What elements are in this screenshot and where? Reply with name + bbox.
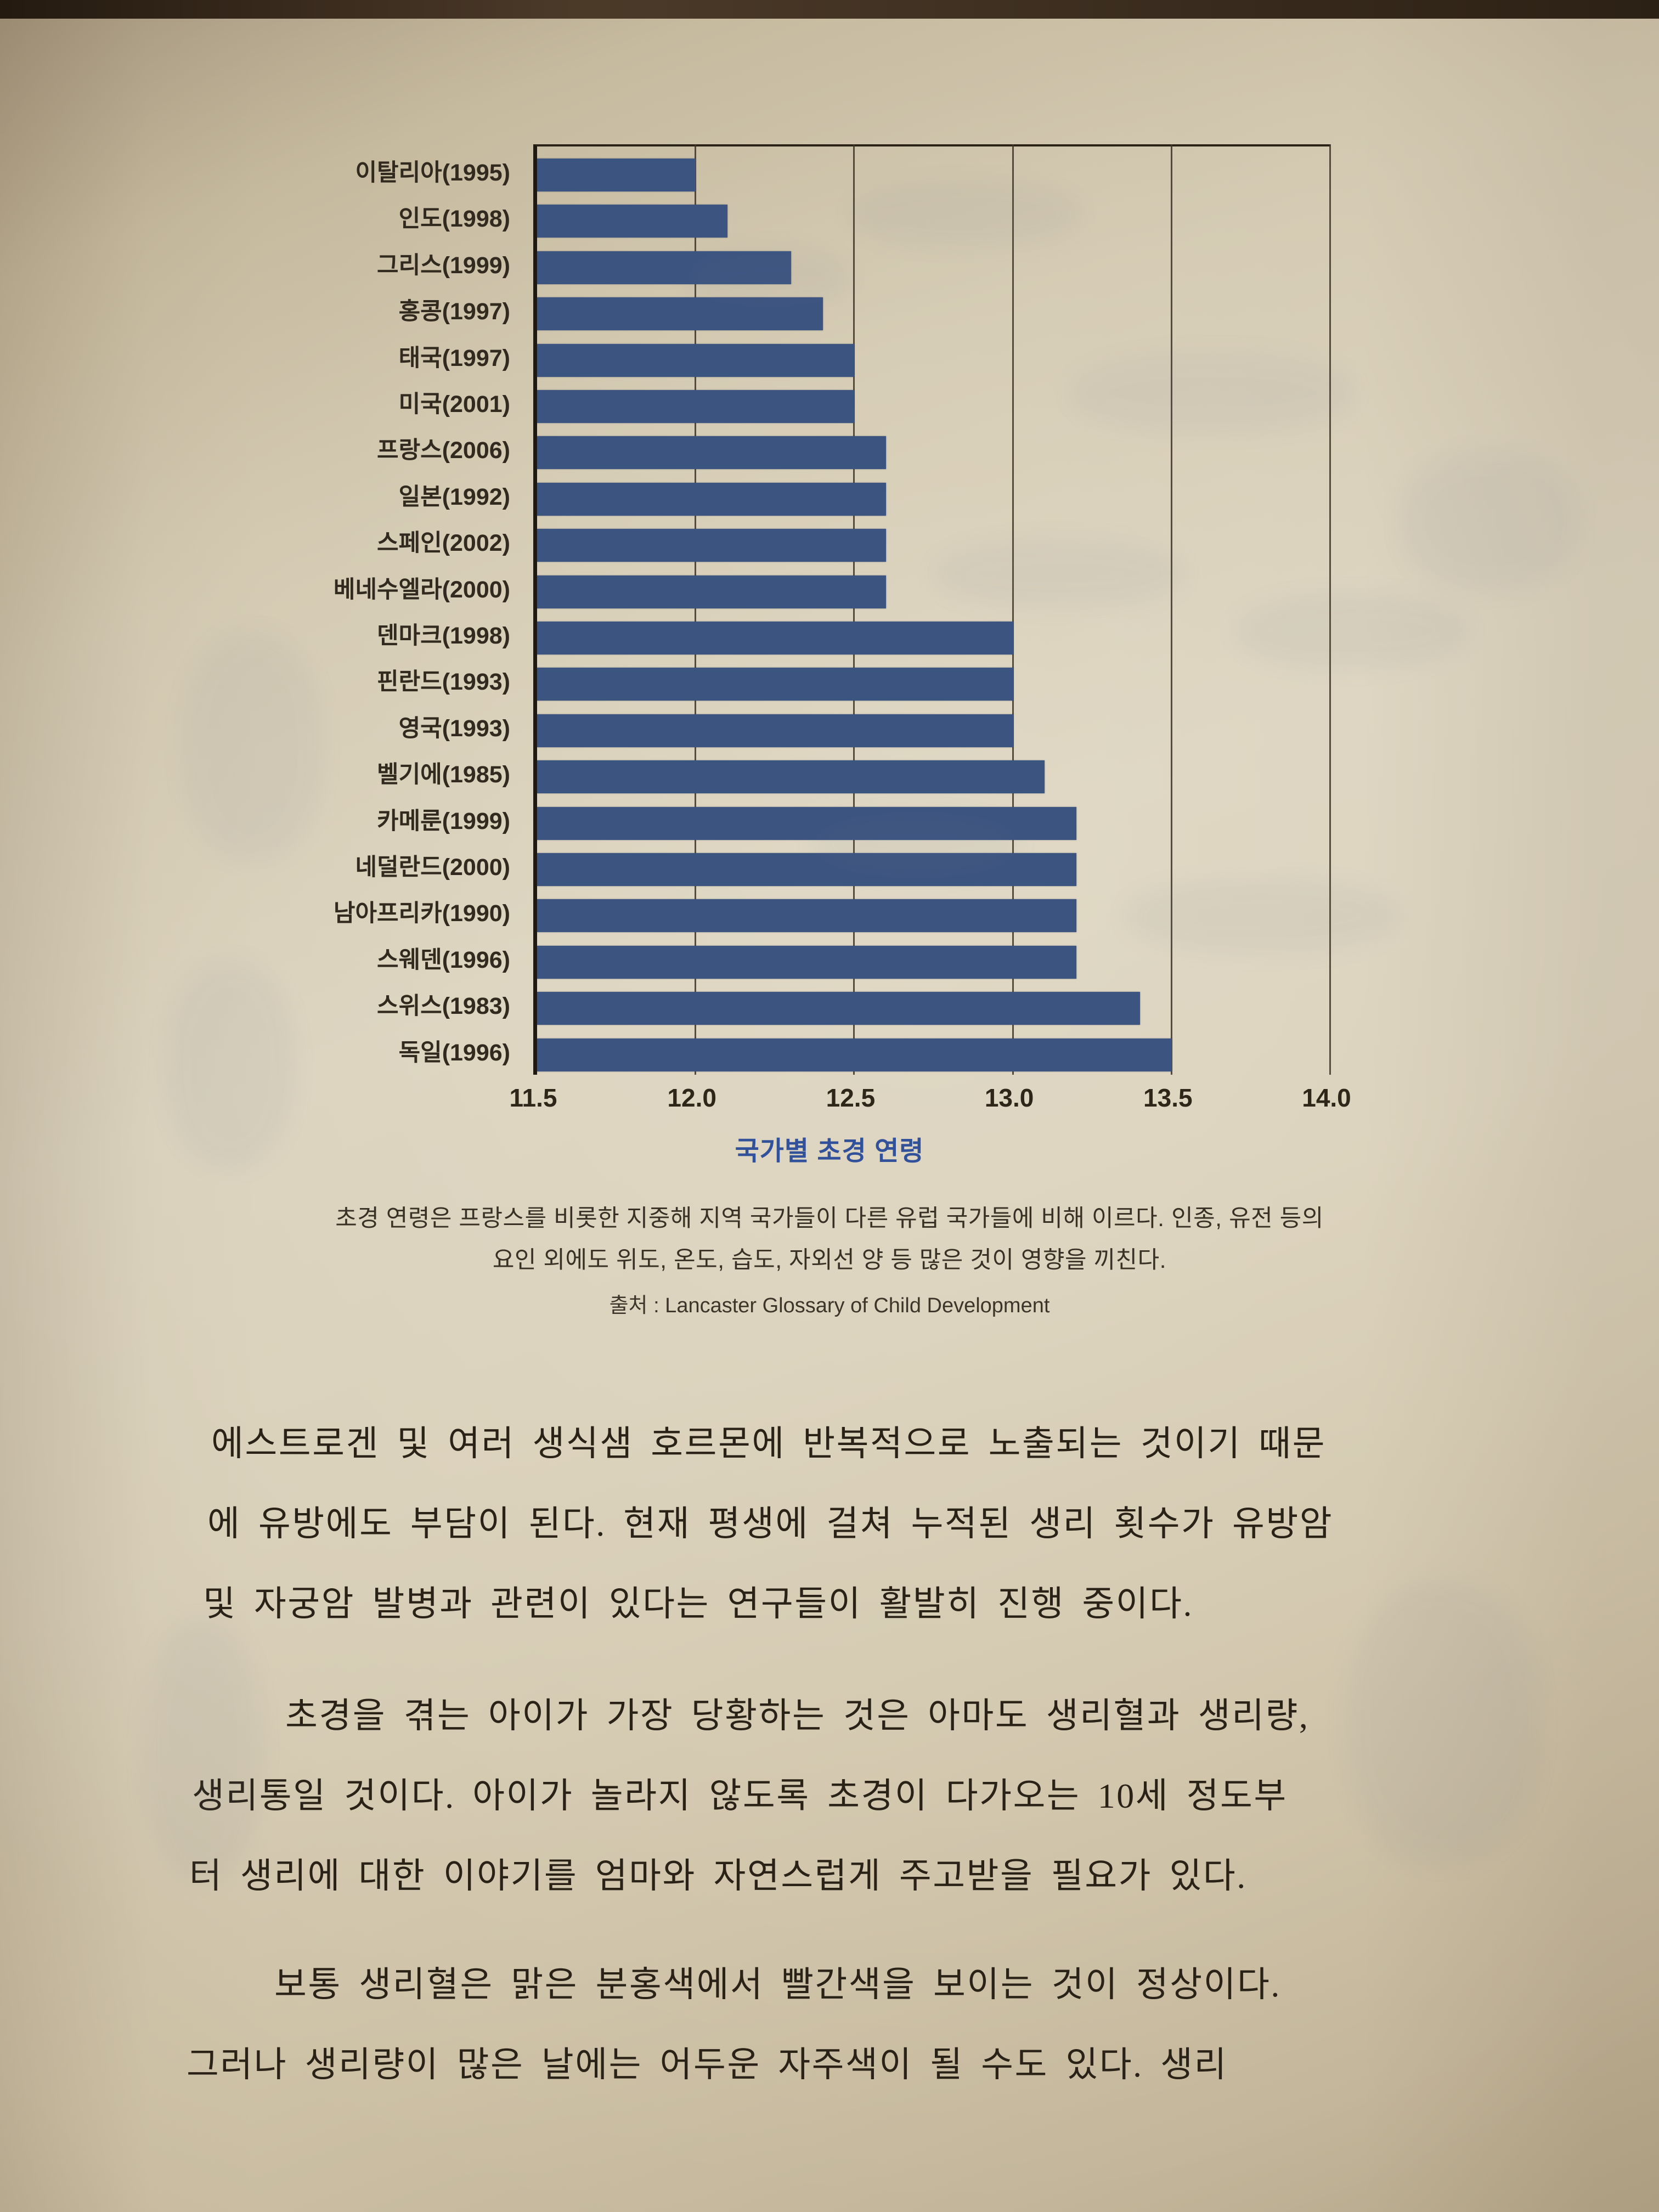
- x-tick-13.0: 13.0: [984, 1084, 1034, 1112]
- x-tick-11.5: 11.5: [509, 1084, 557, 1112]
- bar-독일(1996): [537, 1038, 1172, 1071]
- body-text-line-5: 생리통일 것이다. 아이가 놀라지 않도록 초경이 다가오는 10세 정도부: [192, 1776, 1288, 1815]
- chart-source: 출처 : Lancaster Glossary of Child Develop…: [609, 1294, 1050, 1317]
- bar-스위스(1983): [537, 992, 1140, 1025]
- gridline-13: [1012, 144, 1014, 1075]
- country-label-남아프리카(1990): 남아프리카(1990): [333, 900, 510, 927]
- body-text-line-7: 보통 생리혈은 맑은 분홍색에서 빨간색을 보이는 것이 정상이다.: [274, 1965, 1281, 2004]
- bar-홍콩(1997): [537, 297, 823, 331]
- gridline-14: [1329, 144, 1331, 1075]
- bar-이탈리아(1995): [537, 159, 696, 191]
- country-label-프랑스(2006): 프랑스(2006): [377, 437, 510, 464]
- bleed-through-mark: [1344, 1580, 1542, 1865]
- bar-그리스(1999): [537, 251, 791, 284]
- bar-벨기에(1985): [537, 760, 1045, 794]
- bar-프랑스(2006): [537, 436, 887, 470]
- chart-caption-line-1: 초경 연령은 프랑스를 비롯한 지중해 지역 국가들이 다른 유럽 국가들에 비…: [335, 1205, 1324, 1232]
- country-label-베네수엘라(2000): 베네수엘라(2000): [333, 576, 510, 603]
- x-tick-13.5: 13.5: [1143, 1084, 1193, 1112]
- bar-스웨덴(1996): [537, 945, 1077, 979]
- body-text-line-8: 그러나 생리량이 많은 날에는 어두운 자주색이 될 수도 있다. 생리: [187, 2045, 1228, 2084]
- country-label-이탈리아(1995): 이탈리아(1995): [355, 160, 510, 186]
- country-label-카메룬(1999): 카메룬(1999): [377, 808, 510, 834]
- bar-덴마크(1998): [537, 622, 1013, 654]
- body-text-line-1: 에스트로겐 및 여러 생식샘 호르몬에 반복적으로 노출되는 것이기 때문: [211, 1424, 1327, 1463]
- country-label-네덜란드(2000): 네덜란드(2000): [355, 854, 510, 881]
- bleed-through-mark: [1399, 450, 1580, 592]
- chart-plot-area: [533, 144, 1331, 1075]
- country-label-독일(1996): 독일(1996): [398, 1039, 510, 1066]
- body-text-line-3: 및 자궁암 발병과 관련이 있다는 연구들이 활발히 진행 중이다.: [203, 1584, 1193, 1623]
- country-label-일본(1992): 일본(1992): [398, 483, 510, 510]
- bar-카메룬(1999): [537, 806, 1077, 840]
- country-label-미국(2001): 미국(2001): [398, 391, 510, 417]
- bleed-through-mark: [143, 1618, 263, 1882]
- country-label-덴마크(1998): 덴마크(1998): [377, 623, 510, 649]
- country-label-벨기에(1985): 벨기에(1985): [377, 761, 510, 788]
- bar-네덜란드(2000): [537, 853, 1077, 886]
- country-label-핀란드(1993): 핀란드(1993): [377, 669, 510, 696]
- country-label-그리스(1999): 그리스(1999): [377, 252, 510, 279]
- country-label-인도(1998): 인도(1998): [398, 206, 510, 233]
- bar-인도(1998): [537, 205, 728, 238]
- bar-남아프리카(1990): [537, 899, 1077, 933]
- chart-title: 국가별 초경 연령: [735, 1137, 924, 1166]
- bar-영국(1993): [537, 714, 1013, 747]
- body-text-line-6: 터 생리에 대한 이야기를 엄마와 자연스럽게 주고받을 필요가 있다.: [189, 1857, 1247, 1895]
- country-label-스웨덴(1996): 스웨덴(1996): [377, 946, 510, 973]
- x-tick-12.0: 12.0: [667, 1084, 716, 1112]
- bar-미국(2001): [537, 390, 855, 423]
- country-label-스페인(2002): 스페인(2002): [377, 530, 510, 557]
- bar-일본(1992): [537, 482, 887, 516]
- x-tick-14.0: 14.0: [1302, 1084, 1351, 1112]
- bar-베네수엘라(2000): [537, 575, 887, 608]
- bar-핀란드(1993): [537, 668, 1013, 701]
- x-tick-12.5: 12.5: [826, 1084, 876, 1112]
- bar-태국(1997): [537, 343, 855, 377]
- bar-스페인(2002): [537, 529, 887, 562]
- body-text-line-2: 에 유방에도 부담이 된다. 현재 평생에 걸쳐 누적된 생리 횟수가 유방암: [207, 1504, 1334, 1543]
- country-label-태국(1997): 태국(1997): [398, 345, 510, 371]
- chart-caption-line-2: 요인 외에도 위도, 온도, 습도, 자외선 양 등 많은 것이 영향을 끼친다…: [492, 1247, 1167, 1273]
- gridline-13.5: [1170, 144, 1172, 1075]
- country-label-스위스(1983): 스위스(1983): [377, 993, 510, 1020]
- gridline-12: [695, 144, 697, 1075]
- body-text-line-4: 초경을 겪는 아이가 가장 당황하는 것은 아마도 생리혈과 생리량,: [285, 1696, 1310, 1735]
- country-label-홍콩(1997): 홍콩(1997): [398, 298, 510, 325]
- country-label-영국(1993): 영국(1993): [398, 715, 510, 742]
- photo-top-edge: [0, 0, 1659, 19]
- gridline-12.5: [853, 144, 855, 1075]
